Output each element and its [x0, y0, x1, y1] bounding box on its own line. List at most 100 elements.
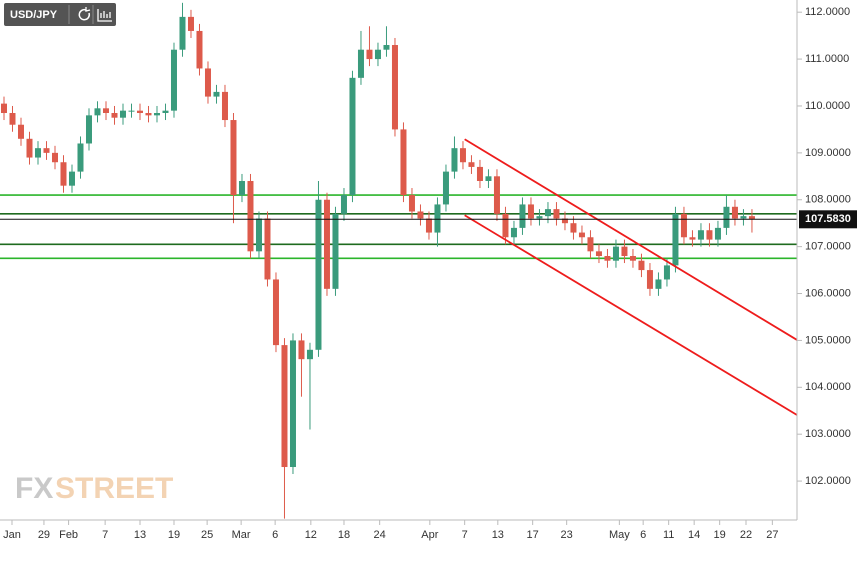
- candle-body: [179, 16, 186, 50]
- x-tick-label: 11: [663, 529, 674, 541]
- candle-body: [383, 45, 390, 50]
- x-tick-label: 19: [168, 529, 180, 541]
- y-tick-label: 104.0000: [805, 381, 851, 393]
- candle-body: [247, 180, 254, 252]
- candle-body: [26, 138, 33, 158]
- candle-body: [544, 209, 551, 217]
- candle-body: [706, 230, 713, 240]
- x-tick-label: 14: [688, 529, 700, 541]
- candle-body: [272, 279, 279, 346]
- x-tick-label: Apr: [421, 529, 438, 541]
- x-tick-label: 13: [492, 529, 504, 541]
- x-tick-label: Mar: [232, 529, 251, 541]
- x-tick-label: 27: [766, 529, 778, 541]
- candle-body: [68, 171, 75, 186]
- candle-body: [672, 213, 679, 266]
- y-tick-label: 107.0000: [805, 241, 851, 253]
- candle-body: [604, 256, 611, 261]
- candle-body: [663, 265, 670, 280]
- x-tick-label: Jan: [3, 529, 21, 541]
- x-tick-label: 13: [134, 529, 146, 541]
- candle-body: [349, 77, 356, 196]
- candle-body: [289, 340, 296, 468]
- y-tick-label: 106.0000: [805, 287, 851, 299]
- candle-body: [128, 110, 135, 112]
- candle-body: [417, 211, 424, 219]
- x-tick-label: 19: [714, 529, 726, 541]
- y-tick-label: 110.0000: [805, 100, 850, 112]
- candle-body: [34, 148, 41, 158]
- candle-body: [85, 115, 92, 144]
- candle-body: [748, 216, 755, 220]
- candle-body: [77, 143, 84, 172]
- watermark: FX STREET: [15, 472, 173, 505]
- x-tick-label: 29: [38, 529, 50, 541]
- candle-body: [451, 148, 458, 172]
- y-tick-label: 105.0000: [805, 334, 851, 346]
- watermark-street: STREET: [55, 472, 173, 505]
- candle-body: [476, 166, 483, 181]
- candle-body: [17, 124, 24, 139]
- candle-body: [323, 199, 330, 289]
- candle-body: [442, 171, 449, 205]
- x-tick-label: Feb: [59, 529, 78, 541]
- x-tick-label: 17: [527, 529, 539, 541]
- candle-body: [434, 204, 441, 233]
- trend-line: [464, 138, 798, 341]
- candle-body: [60, 162, 67, 186]
- candle-body: [374, 49, 381, 60]
- candle-body: [111, 113, 118, 118]
- candle-body: [187, 16, 194, 31]
- candle-body: [680, 213, 687, 238]
- candle-body: [366, 49, 373, 60]
- y-tick-label: 103.0000: [805, 428, 851, 440]
- candle-body: [536, 216, 543, 219]
- candle-body: [51, 152, 58, 163]
- x-tick-label: 6: [272, 529, 278, 541]
- candle-body: [213, 91, 220, 97]
- candle-body: [298, 340, 305, 360]
- candle-body: [502, 213, 509, 238]
- x-tick-label: 22: [740, 529, 752, 541]
- candle-body: [595, 251, 602, 257]
- candle-body: [561, 218, 568, 224]
- candle-body: [519, 204, 526, 228]
- symbol-label: USD/JPY: [10, 9, 58, 21]
- candle-body: [587, 237, 594, 252]
- candle-body: [255, 218, 262, 252]
- y-tick-label: 109.0000: [805, 147, 851, 159]
- candle-body: [153, 113, 160, 116]
- x-tick-label: 24: [374, 529, 386, 541]
- plot-area: [0, 2, 798, 519]
- candle-body: [493, 176, 500, 214]
- indicator-icon[interactable]: [97, 9, 112, 22]
- candle-body: [689, 237, 696, 240]
- candle-body: [510, 227, 517, 238]
- candle-body: [102, 108, 109, 114]
- y-tick-label: 111.0000: [805, 53, 849, 65]
- x-tick-label: 7: [102, 529, 108, 541]
- candle-body: [136, 110, 143, 114]
- candle-body: [527, 204, 534, 219]
- x-tick-label: 25: [201, 529, 213, 541]
- candle-body: [400, 129, 407, 196]
- candle-body: [646, 270, 653, 289]
- y-tick-label: 108.0000: [805, 194, 851, 206]
- refresh-icon[interactable]: [78, 8, 91, 21]
- refresh-arrow: [85, 7, 91, 12]
- x-tick-label: 6: [640, 529, 646, 541]
- candle-body: [612, 246, 619, 261]
- x-tick-label: May: [609, 529, 630, 541]
- candle-body: [621, 246, 628, 257]
- candle-body: [221, 91, 228, 121]
- candle-body: [408, 195, 415, 212]
- candle-body: [145, 113, 152, 116]
- candle-body: [230, 120, 237, 196]
- candle-body: [570, 223, 577, 233]
- candle-body: [714, 227, 721, 240]
- watermark-fx: FX: [15, 472, 53, 505]
- candle-body: [204, 68, 211, 97]
- candle-body: [306, 349, 313, 360]
